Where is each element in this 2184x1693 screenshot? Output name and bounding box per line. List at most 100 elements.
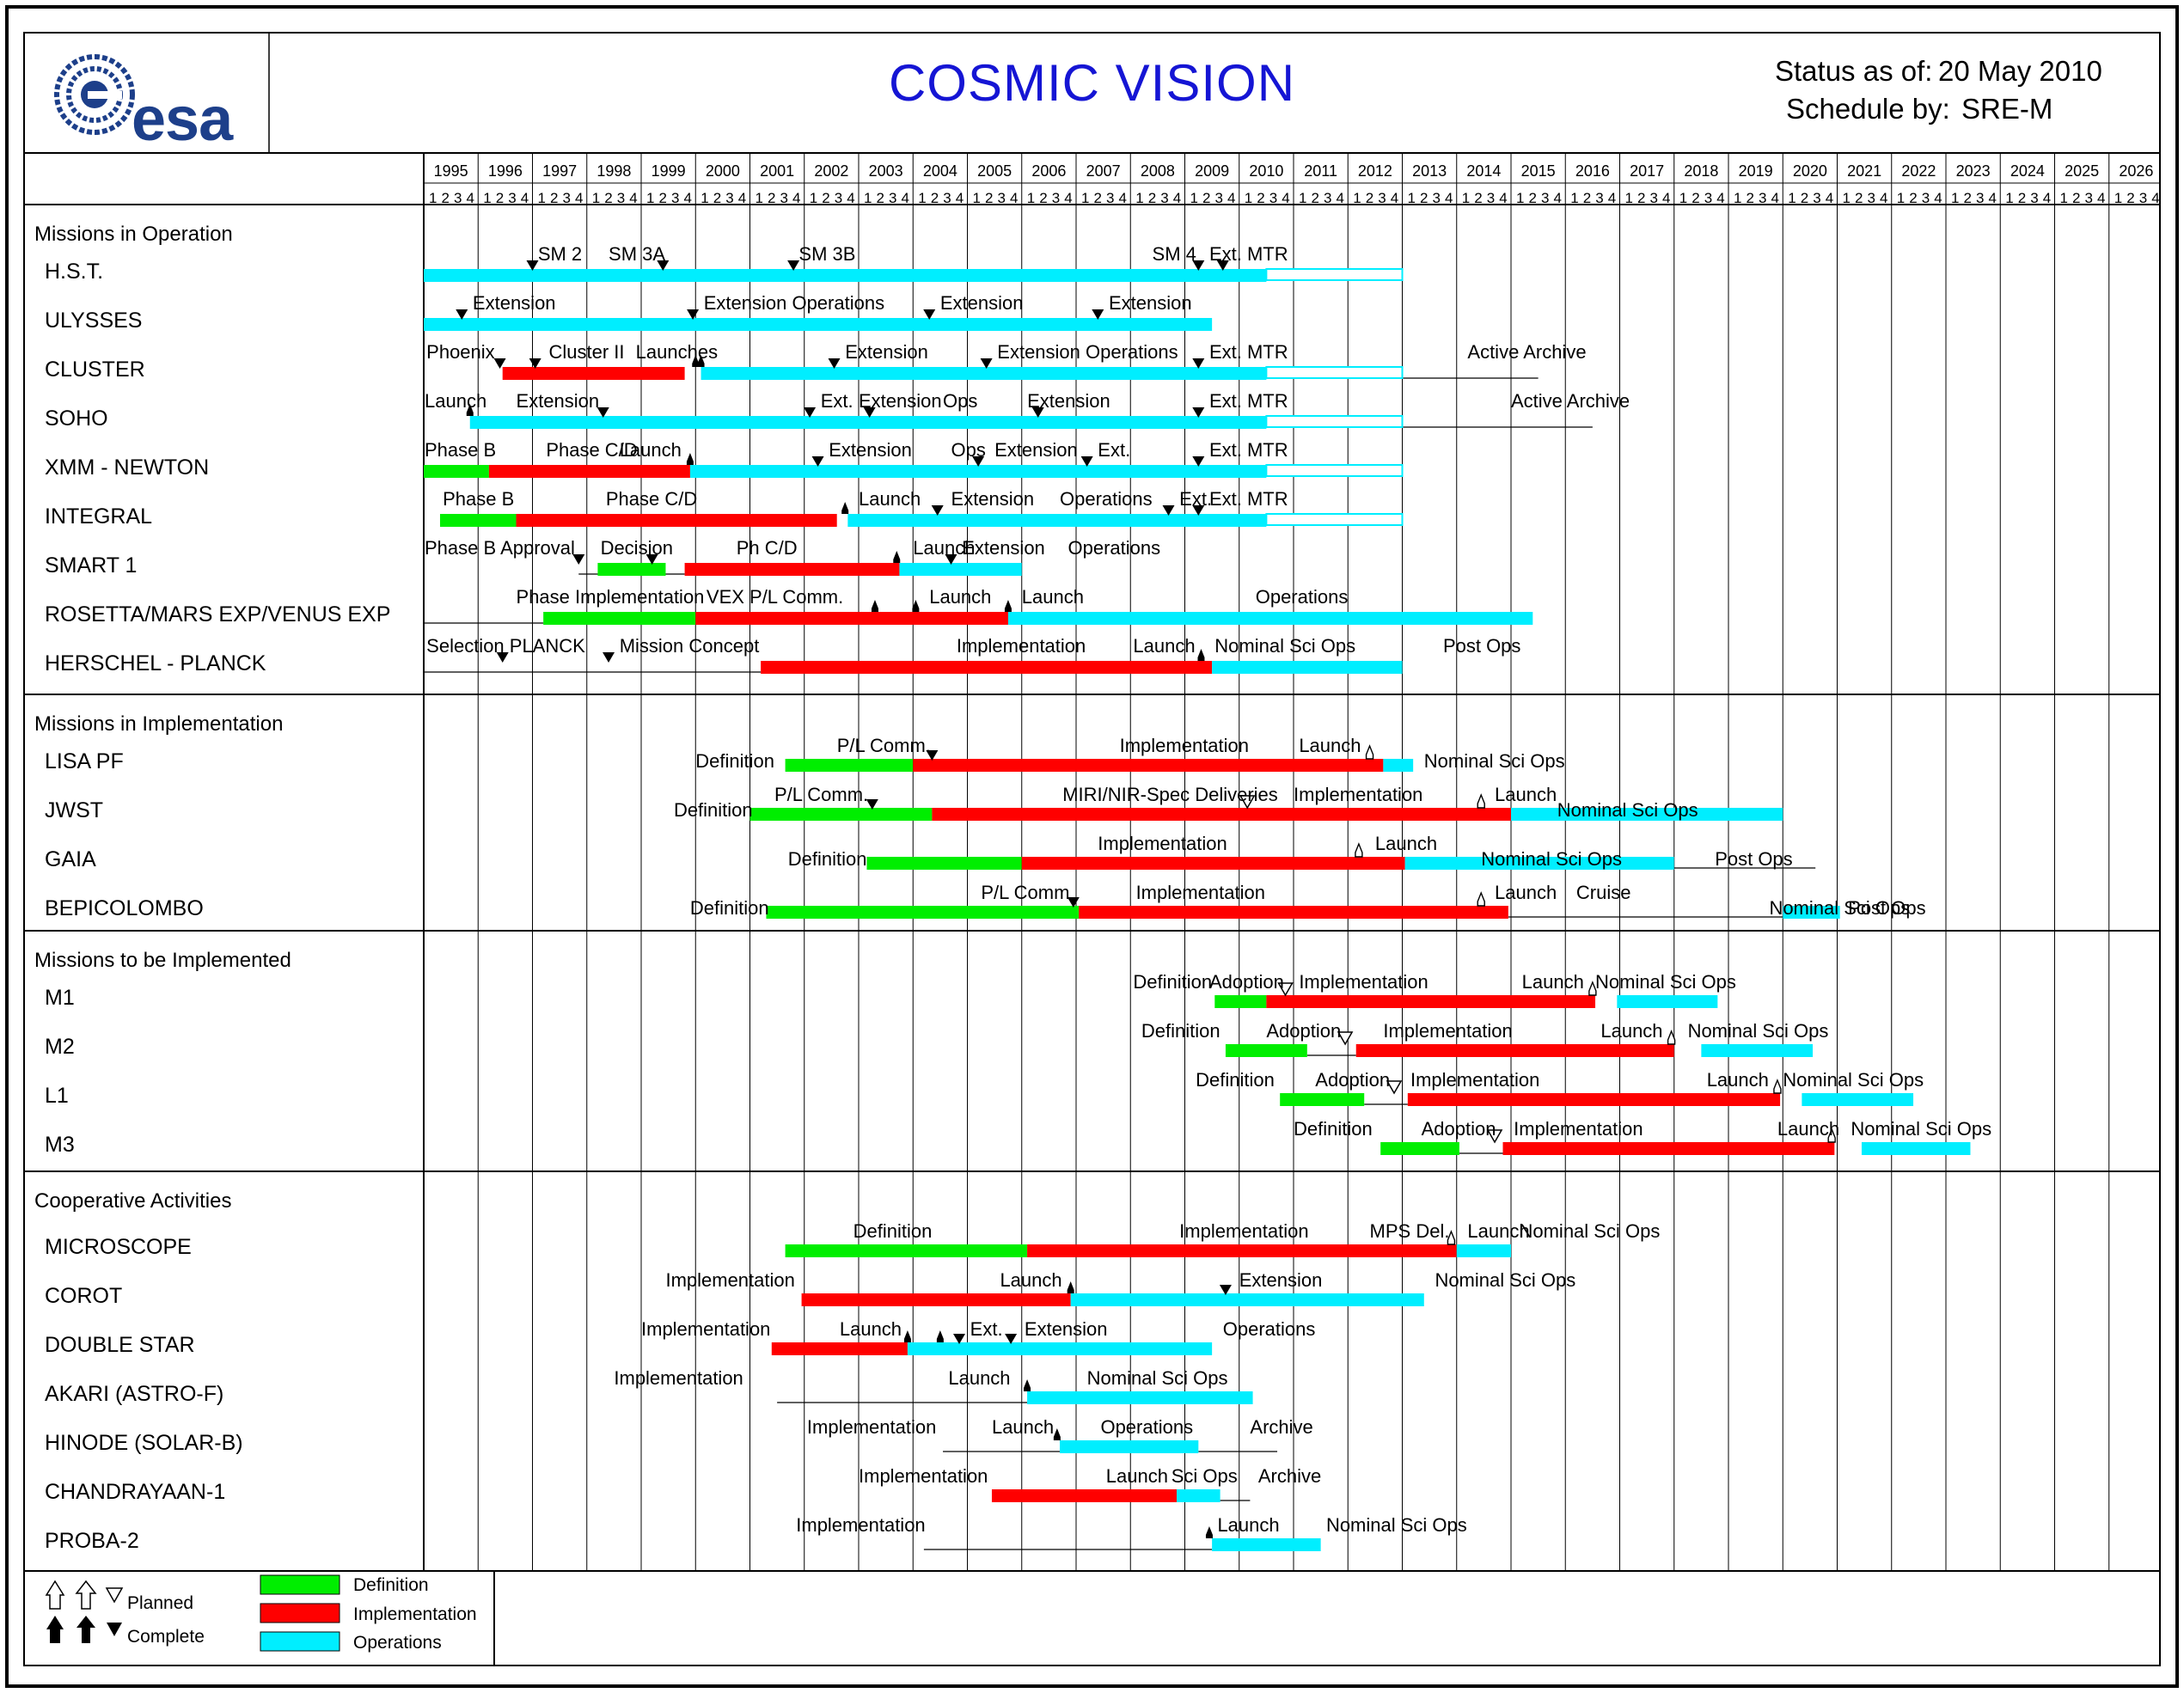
legend-complete-arrow-icon bbox=[76, 1616, 95, 1643]
bar-label: Archive bbox=[1258, 1465, 1321, 1487]
row-name: SOHO bbox=[45, 406, 108, 431]
quarter-tick-label: 4 bbox=[1880, 190, 1887, 206]
page-title: COSMIC VISION bbox=[888, 54, 1296, 112]
bar-label: SM 4 bbox=[1153, 243, 1196, 265]
quarter-tick-label: 3 bbox=[1324, 190, 1331, 206]
row-name: H.S.T. bbox=[45, 260, 103, 284]
legend-planned-down-icon bbox=[105, 1587, 124, 1604]
operations-bar bbox=[1404, 857, 1674, 870]
year-tick-label: 2019 bbox=[1739, 162, 1773, 180]
quarter-tick-label: 3 bbox=[725, 190, 733, 206]
milestone-complete-launch bbox=[1024, 1379, 1031, 1391]
quarter-tick-label: 2 bbox=[2126, 190, 2134, 206]
quarter-tick-label: 3 bbox=[780, 190, 788, 206]
quarter-tick-label: 1 bbox=[2114, 190, 2122, 206]
quarter-tick-label: 3 bbox=[508, 190, 516, 206]
quarter-tick-label: 2 bbox=[2072, 190, 2080, 206]
quarter-tick-label: 1 bbox=[1788, 190, 1796, 206]
milestone-complete-launch bbox=[936, 1330, 944, 1342]
quarter-tick-label: 2 bbox=[1039, 190, 1047, 206]
bar-label: Phase B bbox=[425, 439, 496, 461]
bar-label: Extension bbox=[940, 292, 1024, 314]
milestone-planned-down bbox=[1239, 795, 1256, 810]
implementation-bar bbox=[1355, 1044, 1674, 1057]
bar-label: Launch bbox=[1495, 784, 1557, 805]
operations-bar bbox=[1456, 1244, 1511, 1257]
quarter-tick-label: 2 bbox=[1583, 190, 1591, 206]
quarter-tick-label: 1 bbox=[1734, 190, 1741, 206]
bar-label: Extension Operations bbox=[997, 341, 1178, 363]
year-tick-label: 2024 bbox=[2010, 162, 2045, 180]
bar-label: Archive bbox=[1250, 1416, 1312, 1438]
row-name: MICROSCOPE bbox=[45, 1235, 192, 1259]
bar-label: Extension bbox=[962, 537, 1045, 559]
milestone-planned-down bbox=[1486, 1129, 1503, 1144]
bar-label: Launch bbox=[1522, 971, 1584, 993]
year-tick-label: 2001 bbox=[760, 162, 794, 180]
milestone-planned-launch bbox=[1827, 1128, 1836, 1143]
quarter-tick-label: 3 bbox=[563, 190, 571, 206]
milestone-complete-down bbox=[687, 309, 700, 320]
operations-bar bbox=[424, 318, 1213, 331]
milestone-planned-launch bbox=[1773, 1079, 1782, 1094]
bar-label: Implementation bbox=[1120, 735, 1249, 756]
definition-bar bbox=[749, 808, 933, 821]
quarter-tick-label: 4 bbox=[1662, 190, 1670, 206]
milestone-complete-launch bbox=[1197, 649, 1205, 661]
milestone-planned-down bbox=[1277, 982, 1294, 997]
year-tick-label: 2006 bbox=[1031, 162, 1066, 180]
quarter-tick-label: 1 bbox=[538, 190, 546, 206]
bar-label: Phase Implementation bbox=[517, 586, 705, 608]
implementation-bar bbox=[1027, 1244, 1457, 1257]
operations-planned-bar bbox=[1265, 268, 1404, 281]
quarter-tick-label: 4 bbox=[1064, 190, 1072, 206]
quarter-tick-label: 1 bbox=[1190, 190, 1198, 206]
milestone-planned-launch bbox=[1355, 842, 1363, 858]
bar-label: Implementation bbox=[1410, 1069, 1539, 1091]
row-name: GAIA bbox=[45, 847, 96, 871]
milestone-complete-down bbox=[926, 750, 939, 761]
quarter-tick-label: 3 bbox=[1106, 190, 1114, 206]
bar-label: Launch bbox=[1600, 1020, 1662, 1042]
bar-label: Implementation bbox=[1098, 833, 1227, 854]
milestone-complete-down bbox=[804, 407, 817, 418]
quarter-tick-label: 1 bbox=[429, 190, 437, 206]
milestone-complete-down bbox=[866, 799, 878, 810]
operations-bar bbox=[424, 269, 1267, 282]
bar-label: Adoption bbox=[1315, 1069, 1390, 1091]
implementation-bar bbox=[991, 1489, 1178, 1502]
quarter-tick-label: 4 bbox=[1554, 190, 1562, 206]
schedule-label: Schedule by: bbox=[1786, 93, 1950, 125]
row-name: SMART 1 bbox=[45, 553, 137, 578]
quarter-tick-label: 4 bbox=[1934, 190, 1942, 206]
milestone-complete-down bbox=[529, 358, 541, 369]
quarter-tick-label: 3 bbox=[1487, 190, 1495, 206]
outer-border bbox=[5, 5, 2179, 1688]
operations-bar bbox=[700, 367, 1267, 380]
row-name: M2 bbox=[45, 1035, 75, 1059]
bar-label: Extension bbox=[829, 439, 912, 461]
bar-label: Definition bbox=[1133, 971, 1212, 993]
quarter-tick-label: 4 bbox=[738, 190, 746, 206]
quarter-tick-label: 2 bbox=[496, 190, 504, 206]
year-tick-label: 2014 bbox=[1466, 162, 1501, 180]
definition-bar bbox=[785, 1244, 1028, 1257]
quarter-tick-label: 1 bbox=[1951, 190, 1959, 206]
quarter-tick-label: 3 bbox=[1378, 190, 1386, 206]
year-tick-label: 2003 bbox=[869, 162, 903, 180]
quarter-tick-label: 1 bbox=[756, 190, 763, 206]
quarter-tick-label: 3 bbox=[998, 190, 1006, 206]
row-name: ULYSSES bbox=[45, 309, 142, 333]
quarter-tick-label: 2 bbox=[768, 190, 775, 206]
year-tick-label: 2012 bbox=[1358, 162, 1392, 180]
bar-label: Launch bbox=[913, 537, 975, 559]
esa-logo: esa bbox=[24, 33, 269, 154]
section-title: Cooperative Activities bbox=[34, 1189, 231, 1213]
bar-label: Implementation bbox=[1299, 971, 1428, 993]
year-tick-label: 1999 bbox=[652, 162, 686, 180]
quarter-tick-label: 4 bbox=[1608, 190, 1616, 206]
operations-bar bbox=[907, 1342, 1213, 1355]
row-name: XMM - NEWTON bbox=[45, 455, 209, 480]
bar-label: Nominal Sci Ops bbox=[1481, 848, 1622, 870]
